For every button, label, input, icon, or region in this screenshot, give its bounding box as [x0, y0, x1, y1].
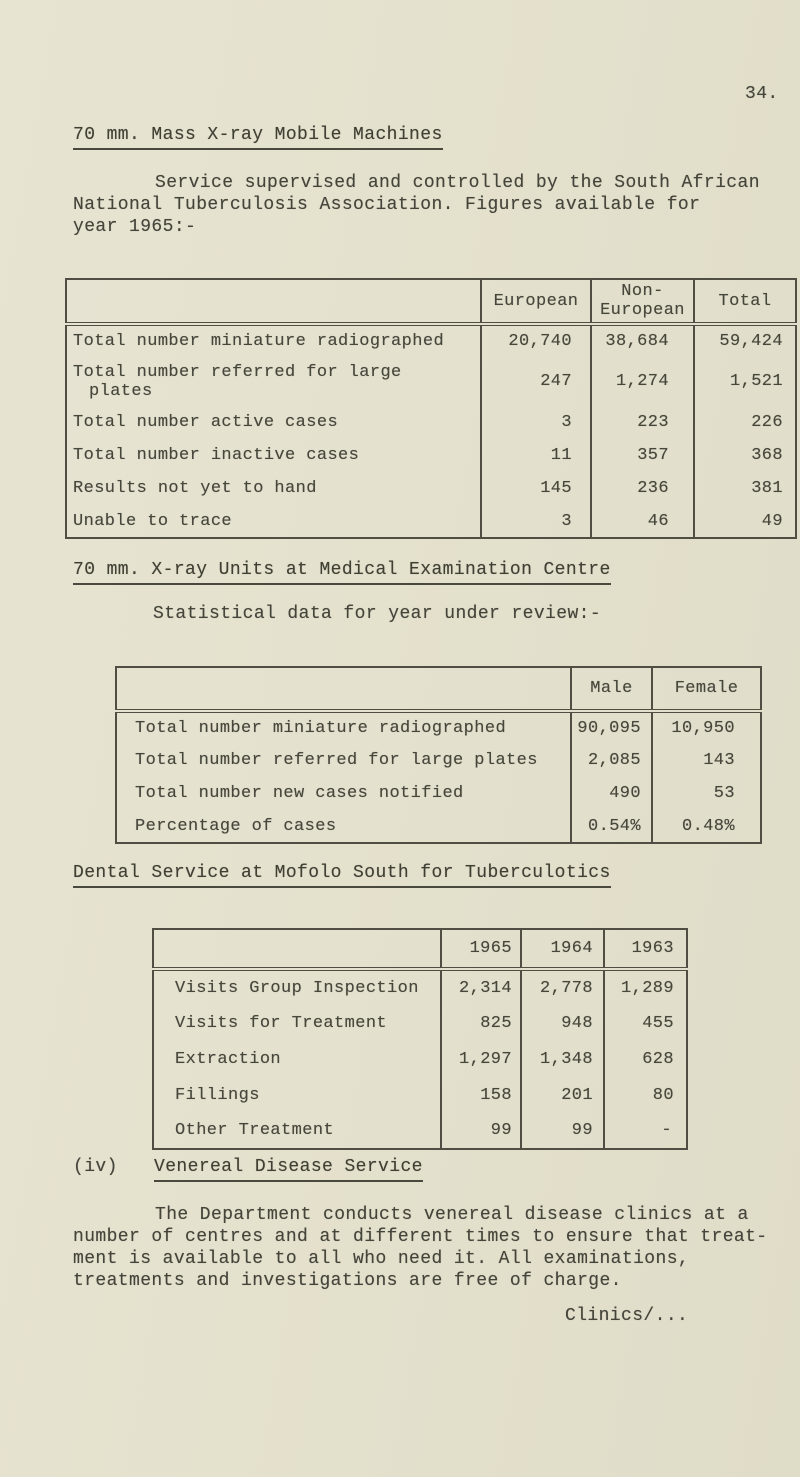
page-number: 34. — [745, 84, 779, 104]
table-row: Fillings 158 201 80 — [153, 1077, 687, 1113]
table-row: Other Treatment 99 99 - — [153, 1113, 687, 1149]
table-row: Total number miniature radiographed 90,0… — [116, 711, 761, 744]
venereal-body: The Department conducts venereal disease… — [73, 1204, 768, 1292]
table-row: Visits for Treatment 825 948 455 — [153, 1005, 687, 1041]
table-row: Total number referred for large plates 2… — [116, 744, 761, 777]
paragraph-line: year 1965:- — [73, 217, 197, 237]
table-row: Total number new cases notified 490 53 — [116, 777, 761, 810]
section-title: Venereal Disease Service — [154, 1157, 423, 1182]
section-title: 70 mm. X-ray Units at Medical Examinatio… — [73, 560, 611, 585]
paragraph-line: The Department conducts venereal disease… — [155, 1205, 749, 1225]
paragraph-line: ment is available to all who need it. Al… — [73, 1249, 690, 1269]
column-header-european: European — [480, 279, 591, 326]
table-row: Total number active cases 3 223 226 — [66, 406, 796, 439]
section-venereal-heading: (iv) Venereal Disease Service — [73, 1157, 423, 1182]
empty-header-cell — [116, 667, 571, 713]
section-dental-heading: Dental Service at Mofolo South for Tuber… — [73, 863, 611, 888]
column-header-1965: 1965 — [440, 929, 521, 971]
section-xray-units-heading: 70 mm. X-ray Units at Medical Examinatio… — [73, 560, 611, 585]
dental-table: 1965 1964 1963 Visits Group Inspection 2… — [152, 928, 688, 1150]
paragraph-line: National Tuberculosis Association. Figur… — [73, 195, 701, 215]
paragraph-line: treatments and investigations are free o… — [73, 1271, 622, 1291]
continuation-marker: Clinics/... — [565, 1306, 689, 1326]
table-row: Total number referred for large plates 2… — [66, 357, 796, 406]
table-header-row: Male Female — [116, 667, 761, 713]
xray-units-subtitle: Statistical data for year under review:- — [153, 604, 602, 624]
column-header-female: Female — [651, 667, 761, 713]
table-row: Percentage of cases 0.54% 0.48% — [116, 810, 761, 843]
section-title: Dental Service at Mofolo South for Tuber… — [73, 863, 611, 888]
table-header-row: European Non- European Total — [66, 279, 796, 326]
paragraph-line: number of centres and at different times… — [73, 1227, 768, 1247]
paragraph-line: Service supervised and controlled by the… — [155, 173, 760, 193]
section-title: 70 mm. Mass X-ray Mobile Machines — [73, 125, 443, 150]
section-xray-mobile-heading: 70 mm. Mass X-ray Mobile Machines — [73, 125, 443, 150]
column-header-1963: 1963 — [603, 929, 687, 971]
table-header-row: 1965 1964 1963 — [153, 929, 687, 971]
table-row: Total number miniature radiographed 20,7… — [66, 324, 796, 357]
table-row: Unable to trace 3 46 49 — [66, 505, 796, 538]
column-header-total: Total — [693, 279, 796, 326]
column-header-male: Male — [570, 667, 652, 713]
table-row: Extraction 1,297 1,348 628 — [153, 1041, 687, 1077]
xray-mobile-intro: Service supervised and controlled by the… — [73, 172, 760, 238]
xray-mobile-table: European Non- European Total Total numbe… — [65, 278, 797, 539]
table-row: Results not yet to hand 145 236 381 — [66, 472, 796, 505]
section-index: (iv) — [73, 1157, 118, 1177]
empty-header-cell — [66, 279, 481, 326]
xray-units-table: Male Female Total number miniature radio… — [115, 666, 762, 844]
column-header-non-european: Non- European — [590, 279, 694, 326]
empty-header-cell — [153, 929, 441, 971]
column-header-1964: 1964 — [520, 929, 604, 971]
table-row: Total number inactive cases 11 357 368 — [66, 439, 796, 472]
table-row: Visits Group Inspection 2,314 2,778 1,28… — [153, 969, 687, 1005]
